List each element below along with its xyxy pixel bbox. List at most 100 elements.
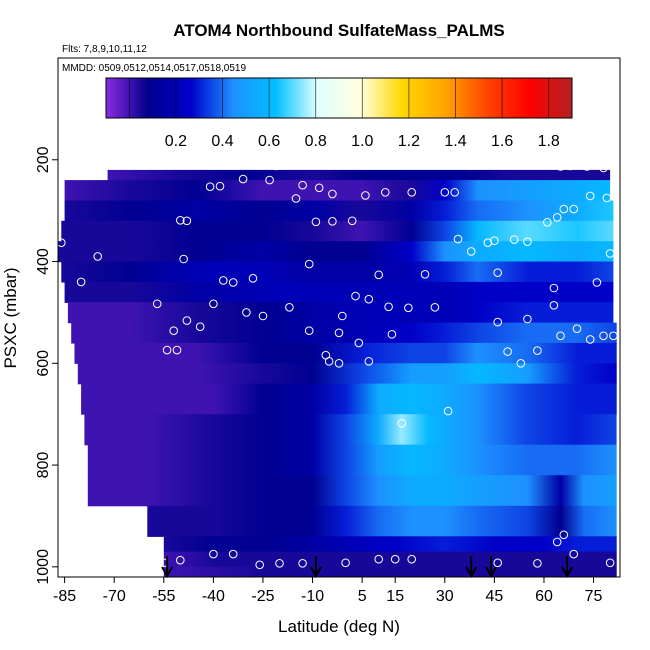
- colorbar-dividers: [128, 78, 550, 118]
- sample-point: [585, 335, 595, 344]
- heatmap-layer: [77, 363, 617, 385]
- sample-point: [66, 164, 76, 173]
- colorbar-tick-label: 0.2: [165, 133, 187, 150]
- heatmap-layer: [64, 180, 611, 202]
- sample-point: [209, 299, 218, 309]
- sample-point: [209, 549, 218, 559]
- sample-point: [324, 357, 334, 366]
- sample-point: [585, 191, 595, 201]
- heatmap-layer: [71, 322, 617, 344]
- chart-title: ATOM4 Northbound SulfateMass_PALMS: [173, 21, 505, 40]
- sample-point: [549, 283, 559, 293]
- x-tick-label: -40: [202, 588, 225, 605]
- sample-point: [205, 182, 215, 191]
- x-tick-label: 30: [436, 588, 454, 605]
- sample-point: [493, 317, 503, 327]
- sample-point: [543, 218, 552, 227]
- sample-point: [219, 276, 228, 285]
- sample-point: [387, 330, 397, 339]
- sample-point: [172, 345, 182, 355]
- sample-point: [304, 326, 314, 336]
- heatmap-layer: [163, 566, 617, 577]
- sample-point: [176, 555, 185, 565]
- sample-point: [549, 301, 559, 310]
- heatmap-layer: [81, 383, 617, 415]
- sample-point: [509, 235, 519, 244]
- x-tick-label: 15: [386, 588, 404, 605]
- sample-point: [255, 560, 265, 570]
- sample-point: [592, 278, 602, 287]
- sample-point: [483, 238, 493, 247]
- x-tick-label: 5: [358, 588, 367, 605]
- sample-point: [96, 161, 106, 171]
- sample-point: [176, 216, 185, 225]
- plot-frame: [57, 57, 621, 578]
- arrow-marker: [465, 556, 478, 579]
- sample-point: [430, 303, 440, 312]
- sample-point: [311, 217, 321, 227]
- sample-point: [397, 419, 407, 428]
- heatmap-layer: [87, 475, 617, 507]
- sample-point: [347, 216, 357, 226]
- x-tick-label: -25: [251, 588, 274, 605]
- sample-point: [228, 549, 238, 559]
- sample-point: [559, 530, 569, 540]
- sample-point: [407, 554, 417, 564]
- heatmap-layer: [74, 342, 617, 364]
- sample-point: [58, 164, 66, 173]
- sample-point: [179, 254, 188, 264]
- sample-point: [133, 152, 142, 162]
- x-tick-label: -55: [152, 588, 175, 605]
- sample-point: [466, 247, 476, 256]
- flight-arrows: [161, 556, 573, 579]
- sample-point: [490, 236, 499, 245]
- colorbar-tick-label: 1.0: [351, 133, 373, 150]
- sample-point: [285, 303, 294, 312]
- sample-point: [572, 324, 582, 334]
- sample-point: [552, 213, 562, 222]
- sample-point: [291, 194, 301, 203]
- colorbar-tick-label: 1.2: [398, 133, 420, 150]
- heatmap-layer: [64, 200, 614, 222]
- arrow-marker: [485, 556, 497, 579]
- sample-point: [361, 191, 370, 200]
- sample-point: [113, 152, 122, 162]
- sample-point: [440, 188, 450, 197]
- y-tick-label: 400: [35, 248, 52, 275]
- sample-point: [298, 180, 307, 190]
- heatmap-layer: [84, 414, 617, 446]
- sample-point: [328, 217, 337, 226]
- sample-point: [460, 148, 469, 157]
- sample-point: [516, 359, 526, 368]
- colorbar-tick-label: 1.4: [444, 133, 466, 150]
- sample-point: [93, 252, 102, 261]
- sample-point: [569, 549, 579, 559]
- sample-point: [275, 559, 284, 568]
- sample-point: [123, 152, 132, 162]
- colorbar-tick-label: 0.6: [258, 133, 280, 150]
- sample-point: [215, 181, 225, 191]
- sample-point: [374, 270, 384, 280]
- y-tick-label: 800: [35, 452, 52, 479]
- sample-point: [602, 193, 612, 203]
- sample-point: [152, 299, 162, 309]
- sample-point: [552, 537, 562, 547]
- colorbar-ticks: 0.2 0.4 0.6 0.8 1.0 1.2 1.4 1.6 1.8: [165, 133, 560, 150]
- dates-label: MMDD: 0509,0512,0514,0517,0518,0519: [62, 63, 246, 74]
- heatmap-layer: [87, 444, 617, 476]
- sample-point: [404, 303, 413, 313]
- sample-point: [76, 277, 86, 287]
- y-axis-label: PSXC (mbar): [1, 267, 20, 368]
- sample-point: [328, 189, 337, 199]
- sample-point: [58, 238, 66, 247]
- colorbar-tick-label: 1.8: [538, 133, 560, 150]
- sample-point: [103, 152, 112, 162]
- sample-point: [384, 302, 393, 312]
- x-tick-label: -70: [103, 588, 126, 605]
- sample-point: [334, 359, 344, 368]
- heatmap-layer: [64, 281, 614, 303]
- sample-point: [364, 294, 374, 304]
- heatmap-layer: [163, 551, 617, 568]
- sample-point: [364, 357, 374, 366]
